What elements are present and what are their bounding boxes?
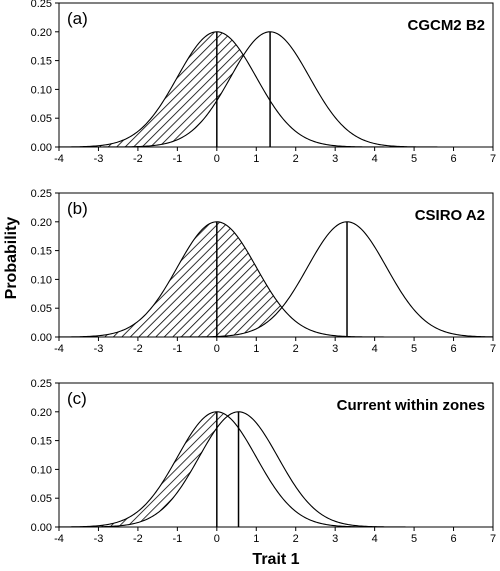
- x-tick-label: 2: [293, 343, 299, 355]
- x-tick-label: 1: [253, 533, 259, 545]
- y-tick-label: 0.20: [31, 217, 52, 229]
- panel-title: CSIRO A2: [415, 207, 485, 224]
- hatched-region: [59, 31, 493, 147]
- panel-label: (b): [67, 199, 88, 218]
- x-tick-label: 2: [293, 533, 299, 545]
- y-tick-label: 0.00: [31, 142, 52, 154]
- x-tick-label: 0: [214, 343, 220, 355]
- panel: -4 -3 -2 -1 0 1 2 3 4 5 6 7 0.00 0.05 0.10 0.15 0.20 0.25…: [31, 0, 496, 165]
- x-tick-label: 7: [490, 533, 496, 545]
- x-tick-label: 2: [293, 153, 299, 165]
- x-tick-label: 1: [253, 153, 259, 165]
- y-tick-label: 0.25: [31, 378, 52, 390]
- projected-curve: [59, 31, 493, 148]
- y-tick-label: 0.15: [31, 436, 52, 448]
- x-tick-label: -4: [54, 533, 64, 545]
- plot-frame: [58, 382, 494, 528]
- x-tick-label: 3: [332, 343, 338, 355]
- x-tick-label: -3: [94, 533, 104, 545]
- projected-curve: [59, 221, 494, 338]
- x-tick-label: 0: [214, 533, 220, 545]
- reference-curve: [59, 221, 493, 338]
- y-tick-label: 0.05: [31, 303, 52, 315]
- panel: -4 -3 -2 -1 0 1 2 3 4 5 6 7 0.00 0.05 0.10 0.15 0.20 0.25…: [31, 378, 496, 545]
- x-tick-label: 4: [372, 153, 378, 165]
- x-tick-label: 0: [214, 153, 220, 165]
- x-tick-label: 4: [372, 533, 378, 545]
- x-tick-label: 4: [372, 343, 378, 355]
- x-tick-label: 6: [450, 533, 456, 545]
- y-tick-label: 0.15: [31, 246, 52, 258]
- x-tick-label: -3: [94, 153, 104, 165]
- y-tick-label: 0.25: [31, 188, 52, 200]
- x-tick-label: 6: [450, 153, 456, 165]
- panel-title: CGCM2 B2: [407, 17, 485, 34]
- x-tick-label: 3: [332, 533, 338, 545]
- panel: -4 -3 -2 -1 0 1 2 3 4 5 6 7 0.00 0.05 0.10 0.15 0.20 0.25…: [31, 188, 496, 355]
- y-tick-label: 0.10: [31, 274, 52, 286]
- y-tick-label: 0.05: [31, 113, 52, 125]
- y-tick-label: 0.10: [31, 464, 52, 476]
- x-tick-label: -4: [54, 343, 64, 355]
- x-tick-label: -3: [94, 343, 104, 355]
- panel-label: (a): [67, 9, 88, 28]
- x-tick-label: -4: [54, 153, 64, 165]
- y-tick-label: 0.25: [31, 0, 52, 10]
- panel-title: Current within zones: [337, 397, 485, 414]
- y-tick-label: 0.00: [31, 522, 52, 534]
- hatched-region: [59, 221, 493, 337]
- panel-label: (c): [67, 389, 87, 408]
- y-tick-label: 0.15: [31, 56, 52, 68]
- projected-curve: [59, 411, 493, 528]
- y-tick-label: 0.05: [31, 493, 52, 505]
- y-tick-label: 0.00: [31, 332, 52, 344]
- panels: -4 -3 -2 -1 0 1 2 3 4 5 6 7 0.00 0.05 0.10 0.15 0.20 0.25…: [31, 0, 496, 545]
- y-tick-label: 0.20: [31, 27, 52, 39]
- x-tick-label: 5: [411, 343, 417, 355]
- x-tick-label: -2: [133, 533, 143, 545]
- x-tick-label: -2: [133, 343, 143, 355]
- y-tick-label: 0.20: [31, 407, 52, 419]
- plot-frame: [58, 2, 494, 148]
- plot-frame: [58, 192, 494, 338]
- x-tick-label: 5: [411, 153, 417, 165]
- reference-curve: [59, 31, 493, 148]
- x-tick-label: -1: [172, 153, 182, 165]
- reference-curve: [59, 411, 493, 528]
- y-axis-title: Probability: [3, 217, 20, 300]
- y-tick-label: 0.10: [31, 84, 52, 96]
- x-axis-title: Trait 1: [252, 551, 299, 568]
- x-tick-label: -1: [172, 343, 182, 355]
- x-tick-label: 7: [490, 153, 496, 165]
- x-tick-label: 7: [490, 343, 496, 355]
- x-tick-label: -2: [133, 153, 143, 165]
- x-tick-label: 3: [332, 153, 338, 165]
- x-tick-label: 1: [253, 343, 259, 355]
- x-tick-label: -1: [172, 533, 182, 545]
- x-tick-label: 5: [411, 533, 417, 545]
- x-tick-label: 6: [450, 343, 456, 355]
- hatched-region: [59, 411, 493, 527]
